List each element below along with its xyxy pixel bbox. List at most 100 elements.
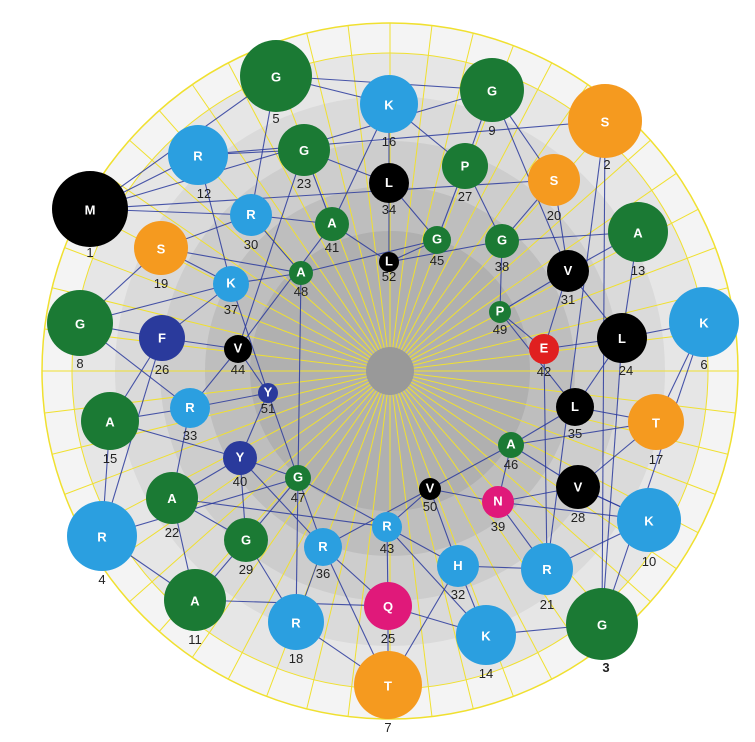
residue-letter: A <box>327 216 337 231</box>
residue-number: 37 <box>224 302 238 317</box>
residue-letter: R <box>97 529 107 544</box>
residue-letter: G <box>293 470 303 485</box>
residue-number: 23 <box>297 176 311 191</box>
residue-circle <box>146 472 198 524</box>
residue-node-49: P 49 <box>489 301 511 337</box>
residue-number: 15 <box>103 451 117 466</box>
residue-node-17: T 17 <box>628 394 684 467</box>
residue-node-25: Q 25 <box>364 582 412 646</box>
residue-number: 9 <box>488 123 495 138</box>
residue-node-7: T7 <box>354 651 422 735</box>
residue-number: 33 <box>183 428 197 443</box>
residue-node-34: L 34 <box>369 163 409 217</box>
residue-number: 1 <box>86 245 93 260</box>
residue-letter: E <box>540 341 549 356</box>
residue-node-46: A 46 <box>498 432 524 472</box>
residue-number: 24 <box>619 363 633 378</box>
residue-letter: V <box>564 263 573 278</box>
residue-number: 39 <box>491 519 505 534</box>
residue-number: 38 <box>495 259 509 274</box>
residue-circle <box>289 261 313 285</box>
residue-letter: A <box>506 437 516 452</box>
residue-letter: P <box>461 159 470 174</box>
residue-node-15: A 15 <box>81 392 139 466</box>
residue-circle <box>547 250 589 292</box>
residue-number: 41 <box>325 240 339 255</box>
residue-circle <box>485 224 519 258</box>
residue-number: 36 <box>316 566 330 581</box>
residue-node-36: R 36 <box>304 528 342 581</box>
residue-letter: Y <box>236 450 245 465</box>
wheel-spoke <box>389 247 716 372</box>
wheel-spoke <box>389 139 651 372</box>
wheel-spoke <box>389 62 553 372</box>
residue-letter: G <box>597 617 607 632</box>
residue-number: 16 <box>382 134 396 149</box>
residue-number: 32 <box>451 587 465 602</box>
residue-node-48: A 48 <box>289 261 313 299</box>
residue-circle <box>482 486 514 518</box>
residue-node-10: K 10 <box>617 488 681 569</box>
residue-node-1: M1 <box>52 171 128 260</box>
residue-letter: T <box>384 678 392 693</box>
residue-circle <box>608 202 668 262</box>
residue-node-12: R 12 <box>168 125 228 201</box>
residue-node-14: K 14 <box>456 605 516 681</box>
residue-letter: A <box>190 593 200 608</box>
residue-number: 10 <box>642 554 656 569</box>
residue-circle <box>230 194 272 236</box>
residue-circle <box>47 290 113 356</box>
residue-number: 26 <box>155 362 169 377</box>
residue-circle <box>285 465 311 491</box>
residue-number: 44 <box>231 362 245 377</box>
residue-number: 4 <box>98 572 105 587</box>
wheel-spoke <box>64 247 391 372</box>
residue-letter: R <box>246 207 256 222</box>
residue-node-4: R4 <box>67 501 137 587</box>
residue-circle <box>568 84 642 158</box>
residue-node-8: G8 <box>47 290 113 371</box>
residue-circle <box>364 582 412 630</box>
residue-number: 40 <box>233 474 247 489</box>
wheel-spoke <box>129 139 391 372</box>
residue-number: 22 <box>165 525 179 540</box>
residue-circle <box>360 75 418 133</box>
residue-number: 5 <box>272 111 279 126</box>
residue-circle <box>224 335 252 363</box>
residue-circle <box>489 301 511 323</box>
residue-node-11: A 11 <box>164 569 226 647</box>
residue-letter: V <box>426 481 435 496</box>
residue-circle <box>164 569 226 631</box>
residue-letter: L <box>385 175 393 190</box>
residue-node-31: V 31 <box>547 250 589 307</box>
residue-number: 48 <box>294 284 308 299</box>
residue-node-47: G 47 <box>285 465 311 505</box>
residue-circle <box>456 605 516 665</box>
residue-circle <box>617 488 681 552</box>
residue-circle <box>669 287 739 357</box>
residue-connector <box>230 283 269 394</box>
residue-node-50: V 50 <box>419 478 441 514</box>
residue-node-30: R 30 <box>230 194 272 252</box>
residue-node-43: R 43 <box>372 512 402 556</box>
wheel-spoke <box>347 370 391 717</box>
residue-connector <box>171 497 388 528</box>
residue-letter: K <box>481 628 491 643</box>
residue-number: 43 <box>380 541 394 556</box>
residue-circle <box>268 594 324 650</box>
residue-letter: G <box>241 532 251 547</box>
residue-number: 31 <box>561 292 575 307</box>
residue-number: 29 <box>239 562 253 577</box>
residue-circle <box>278 124 330 176</box>
residue-letter: H <box>453 558 462 573</box>
residue-connector <box>601 120 606 625</box>
residue-letter: Q <box>383 599 393 614</box>
residue-node-26: F 26 <box>139 315 185 377</box>
residue-circle <box>498 432 524 458</box>
residue-node-27: P 27 <box>442 143 488 204</box>
wheel-spoke <box>103 172 391 372</box>
residue-number: 17 <box>649 452 663 467</box>
residue-node-24: L 24 <box>597 313 647 378</box>
residue-circle <box>315 207 349 241</box>
